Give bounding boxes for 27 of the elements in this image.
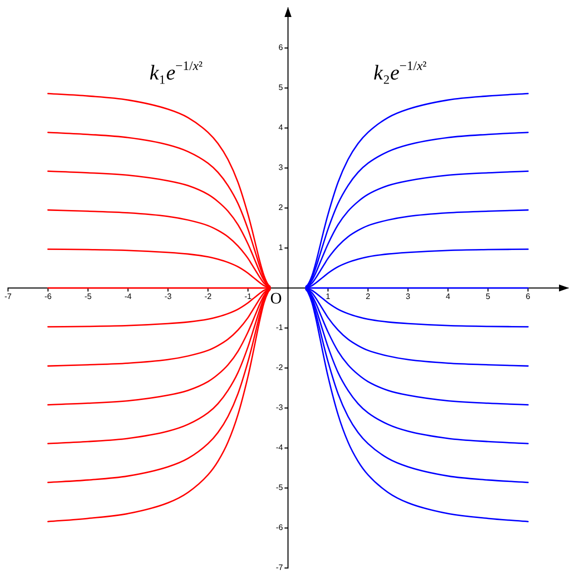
y-tick-label: 4 [278, 123, 284, 132]
x-tick-label: 5 [486, 292, 491, 302]
x-tick-label: -5 [84, 292, 92, 302]
x-tick-label: 1 [326, 292, 331, 302]
y-tick-label: -6 [276, 523, 284, 532]
y-tick-label: -2 [276, 363, 284, 372]
y-tick-label: 1 [278, 243, 284, 252]
y-tick-label: -1 [276, 323, 284, 332]
y-tick-label: 5 [278, 83, 284, 92]
y-tick-label: -4 [276, 443, 284, 452]
x-tick-label: -1 [244, 292, 252, 302]
x-tick-label: -7 [4, 292, 12, 302]
y-tick-label: 6 [278, 43, 284, 52]
x-tick-label: 6 [526, 292, 531, 302]
annotation: O [270, 290, 282, 308]
x-tick-label: -4 [124, 292, 132, 302]
x-tick-label: 2 [366, 292, 371, 302]
y-tick-label: -5 [276, 483, 284, 492]
y-tick-label: -3 [276, 403, 284, 412]
x-tick-label: 4 [446, 292, 451, 302]
x-tick-label: -3 [164, 292, 172, 302]
y-tick-label: 2 [278, 203, 284, 212]
y-tick-label: -7 [276, 563, 284, 572]
x-tick-label: -6 [44, 292, 52, 302]
y-tick-label: 3 [278, 163, 284, 172]
x-tick-label: 3 [406, 292, 411, 302]
x-tick-label: -2 [204, 292, 212, 302]
